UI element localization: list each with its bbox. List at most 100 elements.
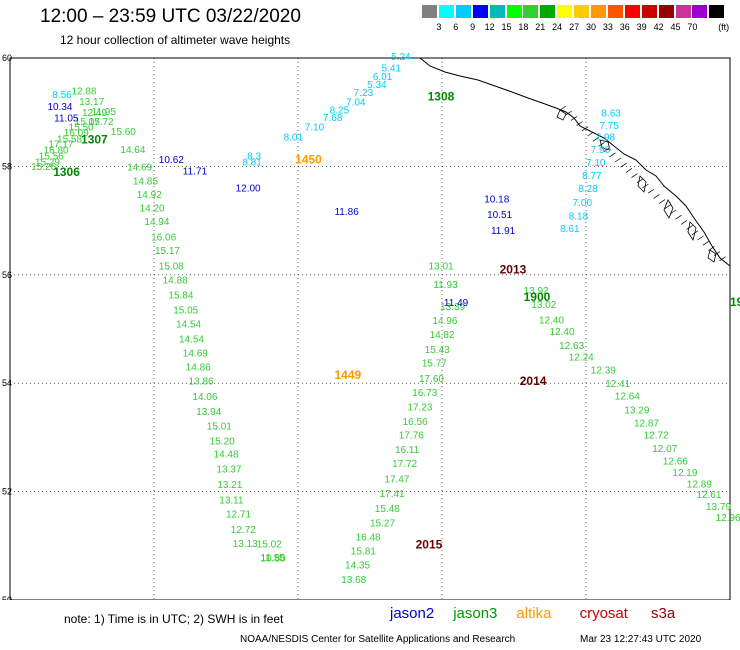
swh-value: 15.48 — [375, 504, 400, 515]
lat-label: 54 — [2, 378, 12, 388]
colorbar-swatch — [607, 5, 624, 18]
pass-time-label: 1306 — [53, 165, 80, 179]
swh-value: 12.40 — [550, 327, 575, 338]
swh-value: 15.58 — [57, 135, 82, 146]
swh-value: 12.40 — [539, 316, 564, 327]
swh-value: 10.62 — [159, 155, 184, 166]
colorbar-label: 12 — [484, 22, 495, 32]
swh-value: 8.25 — [330, 105, 350, 116]
swh-value: 14.86 — [186, 363, 211, 374]
swh-value: 17.60 — [419, 374, 444, 385]
coast-inlet — [581, 126, 589, 132]
swh-value: 12.87 — [634, 419, 659, 430]
colorbar-label: 45 — [670, 22, 681, 32]
colorbar-label: 3 — [436, 22, 442, 32]
swh-value: 15.26 — [31, 162, 56, 173]
swh-value: 12.64 — [615, 391, 640, 402]
colorbar-label: 6 — [453, 22, 459, 32]
coast-inlet — [669, 209, 677, 215]
swh-value: 15.01 — [207, 421, 232, 432]
pass-time-label: 1449 — [334, 368, 361, 382]
colorbar-swatch — [438, 5, 455, 18]
swh-value: 15.29 — [35, 157, 60, 168]
swh-value: 8.77 — [582, 171, 602, 182]
coast-inlet — [603, 147, 611, 152]
credit-line: NOAA/NESDIS Center for Satellite Applica… — [240, 634, 516, 645]
swh-value: 12.41 — [605, 379, 630, 390]
coast-inlet — [565, 110, 572, 116]
coast-inlet — [642, 183, 649, 189]
swh-value: 13.39 — [440, 302, 465, 313]
swh-value: 8.01 — [284, 132, 304, 143]
swh-value: 14.96 — [432, 316, 457, 327]
swh-value: 13.21 — [217, 480, 242, 491]
pass-time-label: 2015 — [416, 538, 443, 552]
coast-inlet — [658, 199, 666, 204]
lat-label: 60 — [2, 53, 12, 63]
coast-inlet — [719, 256, 726, 262]
colorbar-label: 27 — [569, 22, 580, 32]
colorbar-label: 9 — [470, 22, 476, 32]
lat-label: 50 — [2, 595, 12, 600]
swh-value: 15.02 — [257, 539, 282, 550]
swh-value: 7.10 — [305, 123, 325, 134]
swh-value: 13.29 — [624, 406, 649, 417]
swh-value: 15.43 — [425, 345, 450, 356]
colorbar-label: 39 — [636, 22, 647, 32]
page-title: 12:00 – 23:59 UTC 03/22/2020 — [40, 6, 301, 27]
swh-value: 8.18 — [569, 212, 589, 223]
coast-inlet — [708, 246, 715, 251]
colorbar-label: 15 — [501, 22, 512, 32]
coast-inlet — [691, 230, 699, 236]
colorbar-swatch — [675, 5, 692, 18]
swh-value: 15.56 — [39, 151, 64, 162]
colorbar-label: 33 — [602, 22, 613, 32]
coast-inlet — [647, 188, 655, 194]
coastal-island — [556, 109, 567, 121]
coast-inlet — [713, 251, 721, 256]
swh-value: 13.17 — [79, 97, 104, 108]
swh-value: 12.72 — [644, 430, 669, 441]
map-frame — [9, 57, 731, 600]
swh-value: 10.80 — [261, 554, 286, 565]
swh-value: 7.90 — [591, 145, 611, 156]
swh-value: 12.66 — [663, 457, 688, 468]
colorbar-swatch — [641, 5, 658, 18]
swh-value: 15.17 — [155, 246, 180, 257]
coast-inlet — [675, 214, 682, 220]
swh-value: 12.07 — [652, 444, 677, 455]
swh-value: 14.54 — [179, 335, 204, 346]
coast-inlet — [592, 136, 600, 142]
colorbar-label: 42 — [653, 22, 664, 32]
coast-inlet — [570, 116, 578, 121]
coast-inlet — [559, 105, 567, 111]
swh-value: 15.84 — [168, 291, 193, 302]
lat-label: 56 — [2, 270, 12, 280]
swh-value: 8.61 — [560, 224, 580, 235]
satellite-legend-altika: altika — [516, 605, 552, 622]
swh-value: 11.95 — [92, 107, 117, 118]
swh-value: 8.63 — [601, 109, 621, 120]
coast-inlet — [609, 152, 616, 158]
lat-label: 52 — [2, 487, 12, 497]
swh-value: 14.82 — [430, 330, 455, 341]
swh-value: 17.23 — [407, 402, 432, 413]
swh-value: 16.09 — [64, 128, 89, 139]
swh-value: 15.20 — [210, 436, 235, 447]
swh-value: 8.56 — [52, 90, 72, 101]
satellite-legend-jason3: jason3 — [453, 605, 498, 622]
colorbar-swatch — [422, 5, 438, 18]
pass-time-label: 19 — [730, 295, 740, 309]
pass-time-label: 2013 — [500, 263, 527, 277]
swh-value: 12.71 — [226, 510, 251, 521]
swh-value: 16.48 — [356, 532, 381, 543]
swh-value: 17.17 — [48, 139, 73, 150]
swh-value: 7.23 — [354, 88, 374, 99]
colorbar-swatch — [455, 5, 472, 18]
colorbar-label: 36 — [619, 22, 630, 32]
swh-value: 14.85 — [133, 176, 158, 187]
swh-value: 7.10 — [586, 158, 606, 169]
swh-value: 16.56 — [403, 417, 428, 428]
altimeter-map: 605856545250-150-147-144-141-138-1315.26… — [2, 52, 740, 600]
pass-time-label: 1450 — [295, 153, 322, 167]
